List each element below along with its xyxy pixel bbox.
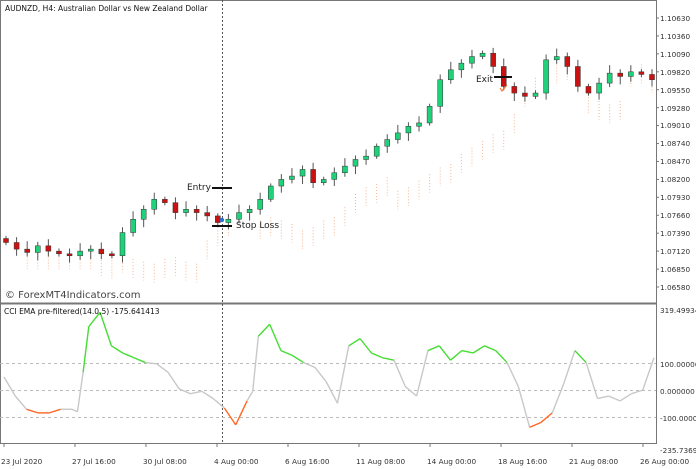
indicator-axis-label: 100.000000 [660,360,696,369]
chart-title: AUDNZD, H4: Australian Dollar vs New Zea… [5,4,208,13]
price-label: 1.09550 [660,86,691,95]
indicator-title: CCI EMA pre-filtered(14.0,5) -175.641413 [4,307,160,316]
exit-label: Exit [476,75,494,85]
entry-label: Entry [187,183,211,193]
indicator-axis-label: 319.499349 [660,306,696,315]
time-label: 11 Aug 08:00 [356,457,406,466]
price-label: 1.06850 [660,265,691,274]
time-label: 4 Aug 00:00 [214,457,259,466]
time-label: 23 Jul 2020 [1,457,43,466]
indicator-axis-label: -100.000000 [660,414,696,423]
price-label: 1.09820 [660,68,691,77]
indicator-axis-label: -235.73693 [660,446,696,455]
time-label: 18 Aug 16:00 [498,457,548,466]
time-label: 27 Jul 16:00 [72,457,116,466]
price-label: 1.10630 [660,14,691,23]
indicator-axis-label: 0.000000 [660,387,695,396]
price-label: 1.09280 [660,104,691,113]
price-label: 1.07120 [660,247,691,256]
price-label: 1.08470 [660,157,691,166]
time-label: 26 Aug 00:00 [640,457,690,466]
price-label: 1.09010 [660,121,691,130]
axis-ticks [3,17,659,447]
candles [3,47,655,263]
annotations [212,76,512,227]
price-label: 1.06580 [660,283,691,292]
time-label: 14 Aug 00:00 [427,457,477,466]
price-label: 1.10360 [660,32,691,41]
stop-loss-label: Stop Loss [236,221,280,231]
time-label: 6 Aug 16:00 [285,457,330,466]
price-label: 1.07390 [660,229,691,238]
watermark: © ForexMT4Indicators.com [5,290,141,301]
price-label: 1.08740 [660,139,691,148]
cci-line [3,311,655,428]
price-label: 1.10090 [660,50,691,59]
time-label: 30 Jul 08:00 [143,457,187,466]
time-label: 21 Aug 08:00 [569,457,619,466]
chart-border [0,0,657,444]
price-label: 1.08200 [660,175,691,184]
price-label: 1.07660 [660,211,691,220]
price-label: 1.07930 [660,193,691,202]
